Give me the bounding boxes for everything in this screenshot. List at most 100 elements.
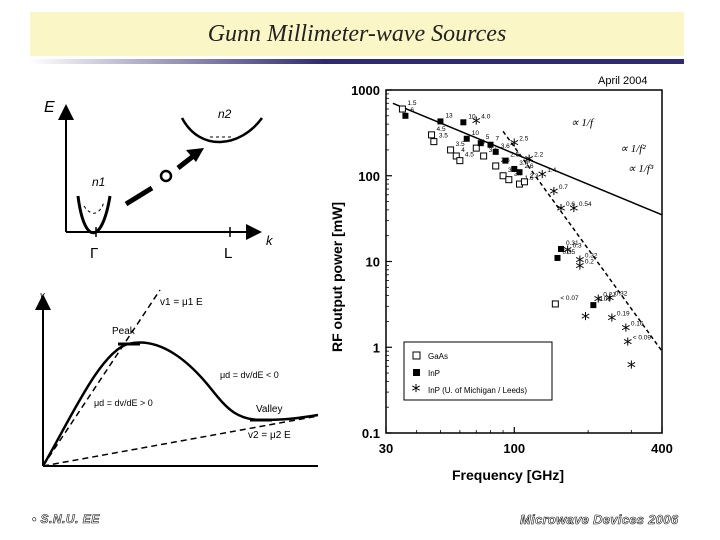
point-label: 2.3	[529, 173, 538, 180]
inp-point	[554, 254, 561, 261]
inp-michigan-point: *	[581, 309, 590, 330]
trend-label: ∝ 1/f²	[620, 143, 646, 155]
point-label: 10	[472, 130, 480, 137]
inp-michigan-point: *	[594, 292, 603, 313]
inp-point	[477, 140, 484, 147]
trend-label: ∝ 1/f³	[628, 163, 654, 175]
gaas-point	[428, 131, 436, 139]
inp-michigan-point: *	[575, 253, 584, 274]
power-frequency-chart: April 2004 Frequency [GHz] RF output pow…	[329, 75, 673, 483]
point-label: 10	[468, 113, 476, 120]
valley-label: Valley	[256, 404, 283, 415]
gaas-point	[398, 105, 406, 113]
y-tick-label: 1000	[351, 83, 380, 98]
point-label: 3	[508, 167, 512, 174]
inp-point	[511, 165, 518, 172]
inp-point	[402, 112, 409, 119]
inp-michigan-point: *	[627, 357, 636, 378]
point-label: 0.3	[573, 243, 582, 250]
inp-michigan-point: *	[623, 335, 632, 356]
v1-line	[42, 289, 161, 467]
point-label: < 0.09	[633, 335, 652, 342]
footer-right: Microwave Devices 2006	[520, 512, 679, 528]
legend-label: InP (U. of Michigan / Leeds)	[428, 386, 527, 395]
point-label: 3.5	[456, 141, 465, 148]
gaas-point	[472, 144, 480, 152]
point-label: 0.32	[585, 253, 598, 260]
v2-line	[42, 415, 319, 467]
point-label: 2.6	[524, 163, 533, 170]
peak-label: Peak	[112, 326, 136, 337]
point-label: 6	[410, 107, 414, 114]
inp-point	[487, 141, 494, 148]
inp-michigan-point: *	[549, 184, 558, 205]
trend-label: ∝ 1/f	[571, 117, 595, 129]
inp-point	[557, 245, 564, 252]
inp-michigan-point: *	[472, 113, 481, 134]
legend-asterisk-marker: *	[412, 381, 421, 402]
slide-title: Gunn Millimeter-wave Sources	[207, 20, 507, 47]
inp-michigan-point: *	[556, 201, 565, 222]
point-label: 4.0	[481, 113, 490, 120]
point-label: 2.2	[534, 152, 543, 159]
gaas-point	[492, 162, 500, 170]
legend-label: InP	[428, 369, 440, 378]
gaas-point	[551, 300, 559, 308]
point-label: 0.2	[585, 259, 594, 266]
x-tick-label: 400	[651, 441, 673, 456]
gaas-point	[447, 146, 455, 154]
gaas-point	[456, 157, 464, 165]
title-underline	[30, 59, 684, 64]
inp-michigan-point: *	[605, 291, 614, 312]
v1-equation: v1 = μ1 E	[160, 297, 203, 308]
gaas-point	[452, 152, 460, 160]
inp-michigan-point: *	[575, 259, 584, 280]
inp-point	[460, 119, 467, 126]
legend-box	[403, 341, 553, 401]
y-tick-label: 1	[373, 340, 380, 355]
lower-valley-fill	[83, 201, 105, 214]
l-point-label: L	[224, 245, 232, 262]
gaas-point	[480, 152, 488, 160]
chart-ticks: 0.1 1 10 100 1000 30 100 400	[351, 83, 673, 456]
gaas-point	[499, 172, 507, 180]
inp-point	[590, 302, 597, 309]
point-label: 3.6	[501, 143, 510, 150]
point-label: 2.5	[519, 136, 528, 143]
upper-valley-curve	[180, 117, 264, 144]
scatter-arrowhead-icon	[186, 148, 204, 162]
y-tick-label: 100	[358, 169, 380, 184]
point-label: 13	[445, 112, 453, 119]
point-label: 4.5	[437, 126, 446, 133]
chart-title: April 2004	[598, 75, 648, 87]
n2-label: n2	[218, 107, 232, 121]
point-label: 0.21	[603, 292, 616, 299]
point-label: 0.19	[617, 311, 630, 318]
point-label: 5	[486, 134, 490, 141]
inp-point	[437, 118, 444, 125]
point-label: 1.4	[547, 167, 556, 174]
chart-points: 1.54.53.53.544.533.12.632.71.62.3< 0.076…	[398, 100, 652, 378]
mu-d-positive: μd = dv/dE > 0	[94, 398, 153, 408]
mu-d-negative: μd = dv/dE < 0	[220, 370, 279, 380]
point-label: 7	[496, 136, 500, 143]
inp-point	[463, 135, 470, 142]
inp-point	[516, 169, 523, 176]
gaas-point	[430, 138, 438, 146]
electron-icon	[159, 169, 173, 183]
gaas-point	[520, 178, 528, 186]
x-tick-label: 30	[379, 441, 393, 456]
gaas-point	[505, 176, 513, 184]
point-label: 0.16	[631, 321, 644, 328]
band-diagram: E k n1 n2 Γ L	[44, 99, 274, 262]
trend-line	[502, 130, 663, 352]
y-tick-label: 10	[366, 255, 380, 270]
lower-valley-curve	[76, 195, 112, 234]
chart-x-label: Frequency [GHz]	[452, 467, 564, 483]
point-label: 3.4	[519, 160, 528, 167]
point-label: 0.54	[579, 201, 592, 208]
inp-point	[502, 157, 509, 164]
point-label: 0.7	[559, 184, 568, 191]
inp-michigan-point: *	[607, 311, 616, 332]
